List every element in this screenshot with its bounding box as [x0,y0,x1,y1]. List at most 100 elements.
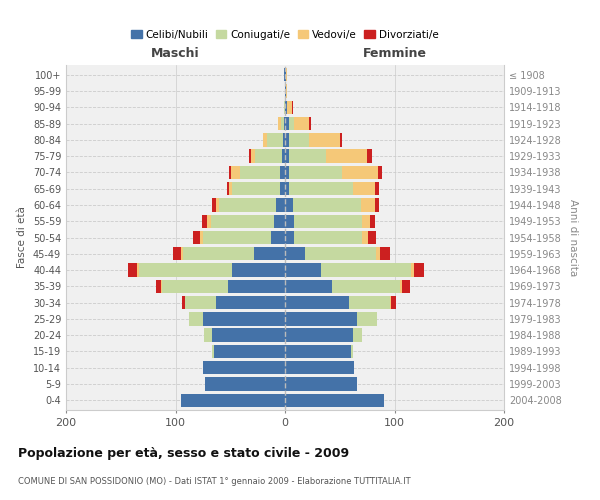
Bar [361,198,375,211]
Bar [285,344,350,358]
Bar [285,231,294,244]
Bar [321,264,411,276]
Bar [216,198,220,211]
Bar [183,247,254,260]
Bar [293,198,361,211]
Bar [128,264,137,276]
Bar [211,214,274,228]
Bar [228,280,285,293]
Bar [278,117,281,130]
Bar [285,280,332,293]
Text: COMUNE DI SAN POSSIDONIO (MO) - Dati ISTAT 1° gennaio 2009 - Elaborazione TUTTIT: COMUNE DI SAN POSSIDONIO (MO) - Dati IST… [18,478,410,486]
Bar [326,150,367,163]
Bar [203,312,285,326]
Bar [289,182,353,196]
Bar [271,231,285,244]
Bar [285,166,289,179]
Bar [283,133,285,146]
Bar [349,296,390,310]
Bar [367,150,371,163]
Bar [414,264,424,276]
Bar [294,231,362,244]
Bar [285,247,305,260]
Bar [289,133,309,146]
Bar [289,150,326,163]
Bar [163,280,228,293]
Bar [285,296,349,310]
Bar [256,150,282,163]
Bar [284,100,285,114]
Bar [232,166,240,179]
Bar [340,133,342,146]
Bar [285,182,289,196]
Bar [232,264,285,276]
Bar [182,296,185,310]
Bar [285,378,357,390]
Bar [214,344,285,358]
Bar [294,117,309,130]
Bar [370,214,375,228]
Bar [263,133,268,146]
Bar [203,361,285,374]
Bar [391,296,395,310]
Bar [285,84,286,98]
Bar [285,312,357,326]
Bar [173,247,181,260]
Bar [285,264,321,276]
Bar [309,117,311,130]
Bar [204,328,212,342]
Bar [139,264,232,276]
Bar [368,231,376,244]
Bar [212,328,285,342]
Bar [212,198,216,211]
Bar [402,280,410,293]
Bar [232,182,280,196]
Bar [285,361,354,374]
Bar [212,344,214,358]
Text: Maschi: Maschi [151,47,200,60]
Y-axis label: Fasce di età: Fasce di età [17,206,27,268]
Bar [205,378,285,390]
Bar [286,84,287,98]
Bar [285,100,287,114]
Bar [276,198,285,211]
Bar [188,312,203,326]
Bar [240,166,280,179]
Bar [229,166,232,179]
Bar [249,150,251,163]
Bar [362,214,370,228]
Bar [285,150,289,163]
Bar [400,280,402,293]
Bar [305,247,376,260]
Bar [378,166,382,179]
Bar [309,133,340,146]
Bar [375,182,379,196]
Bar [203,231,271,244]
Bar [289,166,342,179]
Bar [280,182,285,196]
Bar [285,133,289,146]
Bar [292,100,293,114]
Bar [285,394,383,407]
Bar [181,247,183,260]
Bar [161,280,163,293]
Bar [202,214,207,228]
Bar [294,214,362,228]
Bar [285,328,353,342]
Bar [350,344,353,358]
Legend: Celibi/Nubili, Coniugati/e, Vedovi/e, Divorziati/e: Celibi/Nubili, Coniugati/e, Vedovi/e, Di… [127,26,443,44]
Bar [207,214,211,228]
Bar [284,68,285,82]
Bar [216,296,285,310]
Bar [181,394,285,407]
Y-axis label: Anni di nascita: Anni di nascita [568,199,578,276]
Bar [353,328,362,342]
Bar [285,198,293,211]
Bar [380,247,390,260]
Bar [411,264,414,276]
Bar [287,100,292,114]
Bar [362,231,368,244]
Bar [280,166,285,179]
Bar [286,68,287,82]
Bar [274,214,285,228]
